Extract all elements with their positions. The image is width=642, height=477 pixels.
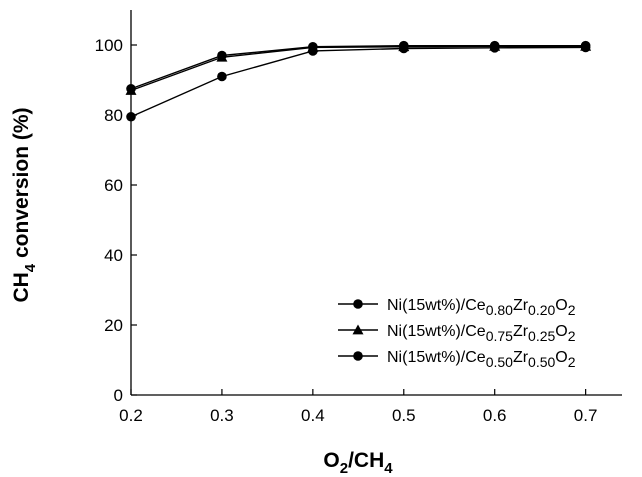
x-axis: 0.2 0.3 0.4 0.5 0.6 0.7 [119, 389, 597, 425]
data-point [126, 111, 136, 122]
legend-item: Ni(15wt%)/Ce0.80Zr0.20O2 [338, 297, 576, 318]
x-axis-title: O2/CH4 [323, 449, 393, 477]
series-line [130, 46, 586, 118]
y-tick-label: 80 [104, 106, 123, 125]
y-tick-label: 20 [104, 316, 123, 335]
y-tick-label: 0 [114, 386, 123, 405]
data-point [489, 43, 500, 53]
legend-item: Ni(15wt%)/Ce0.50Zr0.50O2 [338, 349, 576, 370]
legend-marker [352, 324, 364, 335]
x-tick-label: 0.6 [483, 406, 507, 425]
y-axis-title: CH4 conversion (%) [10, 107, 39, 302]
legend-marker [353, 351, 363, 361]
x-tick-label: 0.5 [392, 406, 416, 425]
legend-item: Ni(15wt%)/Ce0.75Zr0.25O2 [338, 323, 576, 344]
y-tick-label: 60 [104, 176, 123, 195]
data-point [125, 85, 137, 95]
x-tick-label: 0.7 [574, 406, 598, 425]
legend-label: Ni(15wt%)/Ce0.75Zr0.25O2 [387, 323, 576, 344]
series-group [125, 40, 592, 122]
y-tick-label: 40 [104, 246, 123, 265]
plot-area [130, 10, 622, 396]
legend: Ni(15wt%)/Ce0.80Zr0.20O2 Ni(15wt%)/Ce0.75… [338, 297, 576, 370]
x-tick-label: 0.4 [301, 406, 325, 425]
legend-label: Ni(15wt%)/Ce0.80Zr0.20O2 [387, 297, 576, 318]
y-tick-label: 100 [95, 36, 123, 55]
x-tick-label: 0.3 [210, 406, 234, 425]
legend-marker [353, 299, 363, 309]
series-line [130, 45, 586, 92]
series-3 [126, 42, 591, 122]
data-point [217, 71, 227, 82]
x-tick-label: 0.2 [119, 406, 143, 425]
series-line [130, 45, 586, 90]
legend-label: Ni(15wt%)/Ce0.50Zr0.50O2 [387, 349, 576, 370]
data-point [308, 46, 318, 56]
data-point [216, 51, 228, 62]
y-axis: 0 20 40 60 80 100 [95, 36, 137, 405]
data-point [580, 42, 591, 53]
data-point [398, 43, 409, 54]
series-2 [125, 40, 592, 95]
